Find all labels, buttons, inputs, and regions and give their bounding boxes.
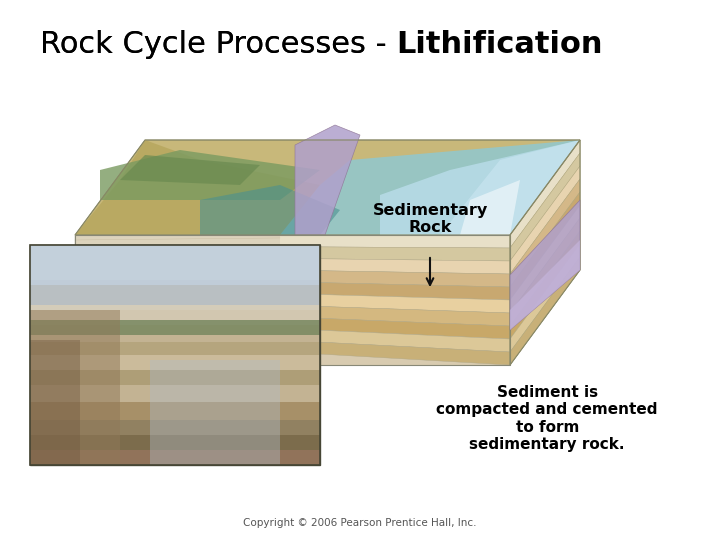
Polygon shape [510,257,580,365]
Polygon shape [30,280,320,310]
Polygon shape [100,150,320,200]
Polygon shape [120,155,260,185]
Polygon shape [30,325,320,342]
Text: Sedimentary
Rock: Sedimentary Rock [372,202,487,235]
Polygon shape [75,256,510,274]
Polygon shape [510,140,580,365]
Polygon shape [75,298,510,326]
Polygon shape [75,277,510,300]
Polygon shape [460,180,520,235]
Polygon shape [510,205,580,313]
Polygon shape [510,218,580,326]
Text: Rock Cycle Processes -: Rock Cycle Processes - [40,30,397,59]
Polygon shape [200,185,340,235]
Text: Rock Cycle Processes -: Rock Cycle Processes - [40,30,397,59]
Polygon shape [30,370,320,385]
Polygon shape [30,245,320,465]
Polygon shape [510,179,580,287]
Polygon shape [30,402,320,420]
Polygon shape [75,319,510,352]
Polygon shape [30,385,320,402]
Polygon shape [75,287,510,313]
Polygon shape [295,125,360,235]
Polygon shape [30,450,320,465]
Polygon shape [75,246,510,261]
Polygon shape [510,140,580,248]
Text: Copyright © 2006 Pearson Prentice Hall, Inc.: Copyright © 2006 Pearson Prentice Hall, … [243,518,477,528]
Polygon shape [150,360,280,465]
Polygon shape [510,240,580,330]
Polygon shape [510,244,580,352]
Polygon shape [30,305,320,325]
Polygon shape [510,166,580,274]
Text: Lithification: Lithification [397,30,603,59]
Polygon shape [510,192,580,300]
Polygon shape [30,435,320,450]
Polygon shape [75,235,280,365]
Polygon shape [30,320,320,335]
Text: Sediment is
compacted and cemented
to form
sedimentary rock.: Sediment is compacted and cemented to fo… [436,385,658,452]
Polygon shape [30,310,120,465]
Polygon shape [75,267,510,287]
Polygon shape [30,355,320,370]
Polygon shape [510,200,580,330]
Polygon shape [75,235,510,365]
Polygon shape [440,140,580,235]
Polygon shape [30,340,80,465]
Polygon shape [30,245,320,285]
Polygon shape [30,420,320,435]
Polygon shape [30,342,320,355]
Polygon shape [510,153,580,261]
Polygon shape [280,140,580,235]
Polygon shape [75,140,580,235]
Polygon shape [75,329,510,365]
Polygon shape [75,235,510,248]
Polygon shape [510,231,580,339]
Polygon shape [380,140,580,235]
Polygon shape [75,308,510,339]
Polygon shape [75,140,320,235]
